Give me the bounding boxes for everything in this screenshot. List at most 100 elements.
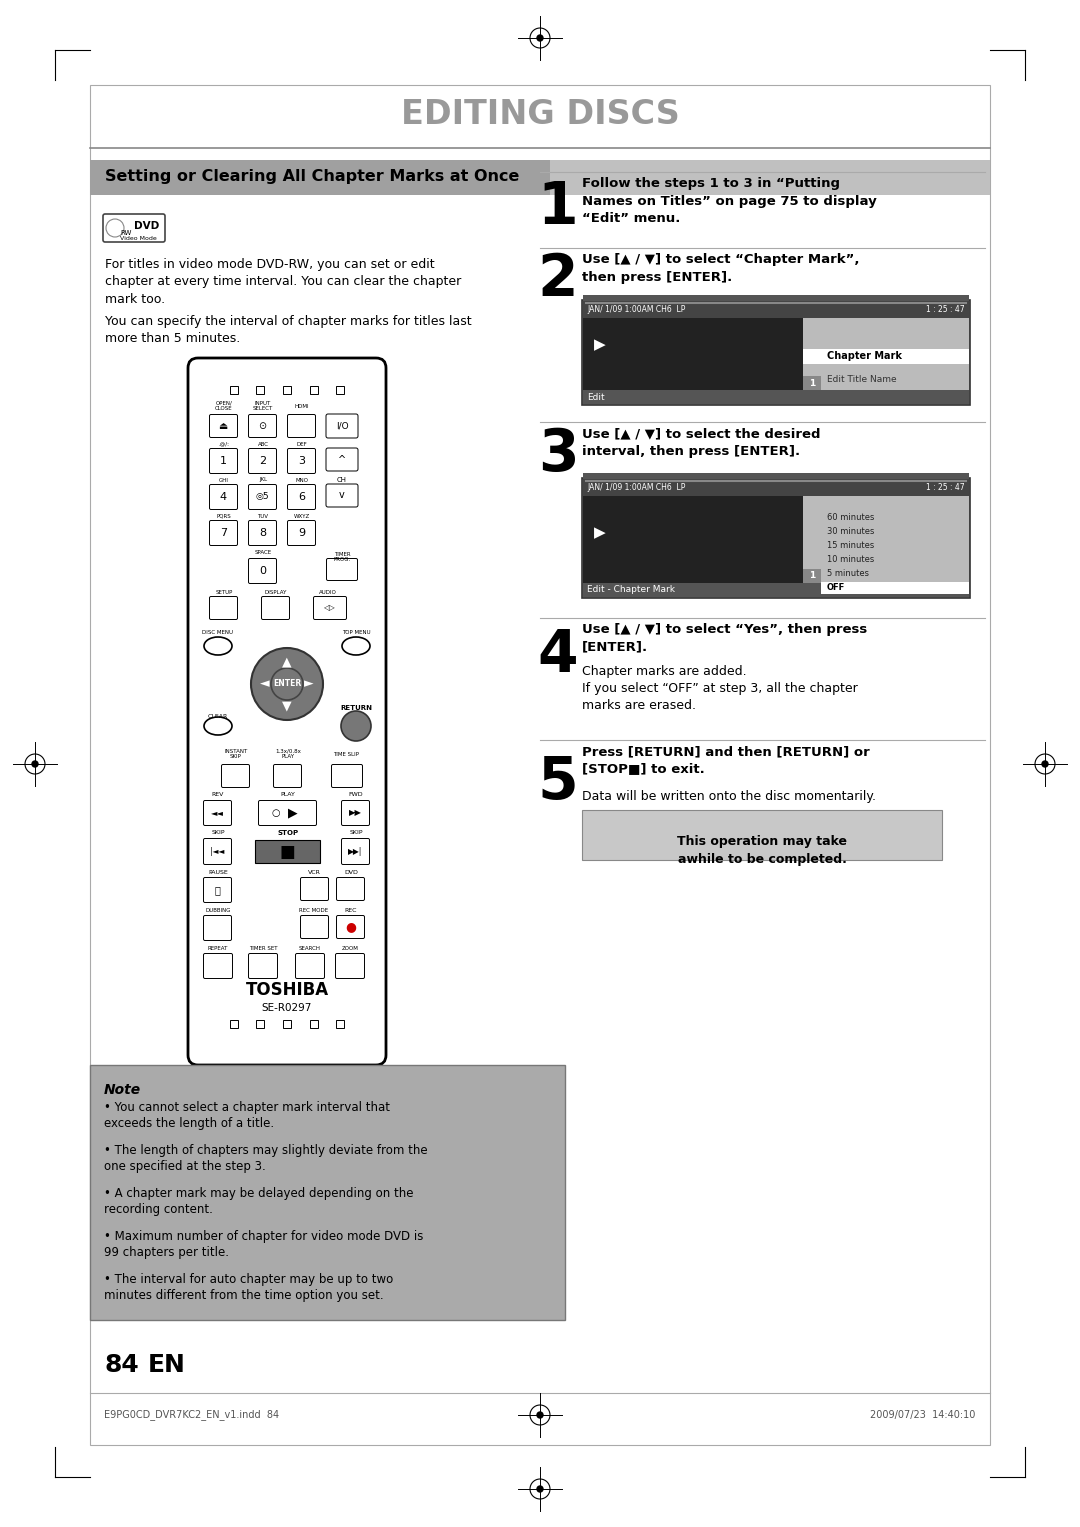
Text: DISC MENU: DISC MENU xyxy=(203,629,233,635)
Text: PAUSE: PAUSE xyxy=(208,869,228,875)
Text: TUV: TUV xyxy=(257,513,269,519)
Bar xyxy=(255,840,320,863)
Text: PQRS: PQRS xyxy=(217,513,231,519)
Text: SETUP: SETUP xyxy=(215,589,232,594)
Text: • Maximum number of chapter for video mode DVD is
99 chapters per title.: • Maximum number of chapter for video mo… xyxy=(104,1231,423,1258)
Text: 84: 84 xyxy=(104,1353,138,1377)
Bar xyxy=(582,809,942,860)
FancyBboxPatch shape xyxy=(210,597,238,620)
Bar xyxy=(583,389,969,405)
Text: Press [RETURN] and then [RETURN] or
[STOP■] to exit.: Press [RETURN] and then [RETURN] or [STO… xyxy=(582,745,869,776)
Text: ENTER: ENTER xyxy=(273,680,301,689)
FancyBboxPatch shape xyxy=(210,521,238,545)
FancyBboxPatch shape xyxy=(210,414,238,438)
Text: ▲: ▲ xyxy=(282,655,292,669)
Text: 30 minutes: 30 minutes xyxy=(827,527,875,536)
FancyBboxPatch shape xyxy=(203,878,231,902)
Text: 2: 2 xyxy=(538,252,578,308)
Text: 1: 1 xyxy=(538,179,578,235)
Text: INPUT
SELECT: INPUT SELECT xyxy=(253,400,273,411)
FancyBboxPatch shape xyxy=(248,559,276,583)
FancyBboxPatch shape xyxy=(188,357,386,1064)
Bar xyxy=(256,1020,265,1028)
Bar xyxy=(90,1064,565,1319)
Text: SEARCH: SEARCH xyxy=(299,945,321,950)
FancyBboxPatch shape xyxy=(326,447,357,470)
FancyBboxPatch shape xyxy=(248,449,276,473)
Text: 1: 1 xyxy=(220,457,227,466)
Text: EDITING DISCS: EDITING DISCS xyxy=(401,99,679,131)
Text: • The length of chapters may slightly deviate from the
one specified at the step: • The length of chapters may slightly de… xyxy=(104,1144,428,1173)
Text: DVD: DVD xyxy=(345,869,357,875)
Circle shape xyxy=(537,1412,543,1419)
FancyBboxPatch shape xyxy=(300,916,328,939)
Text: Chapter marks are added.
If you select “OFF” at step 3, all the chapter
marks ar: Chapter marks are added. If you select “… xyxy=(582,664,858,712)
FancyBboxPatch shape xyxy=(203,838,231,864)
Text: 10 minutes: 10 minutes xyxy=(827,556,874,565)
Text: RW: RW xyxy=(120,231,132,237)
Text: • The interval for auto chapter may be up to two
minutes different from the time: • The interval for auto chapter may be u… xyxy=(104,1274,393,1303)
Text: SKIP: SKIP xyxy=(212,831,225,835)
Bar xyxy=(804,376,821,389)
FancyBboxPatch shape xyxy=(337,916,365,939)
Text: v: v xyxy=(339,490,345,501)
Text: 0: 0 xyxy=(259,567,266,576)
Bar xyxy=(336,1020,345,1028)
Text: 1: 1 xyxy=(809,571,815,580)
Text: REC: REC xyxy=(345,907,357,913)
Text: TIMER SET: TIMER SET xyxy=(248,945,278,950)
Bar xyxy=(90,160,550,195)
Text: RETURN: RETURN xyxy=(340,705,372,712)
FancyBboxPatch shape xyxy=(287,449,315,473)
Text: 1 : 25 : 47: 1 : 25 : 47 xyxy=(927,304,966,313)
Text: 1: 1 xyxy=(809,379,815,388)
Text: ⏸: ⏸ xyxy=(215,886,220,895)
Text: 5 minutes: 5 minutes xyxy=(827,570,869,579)
FancyBboxPatch shape xyxy=(258,800,316,826)
Text: I/O: I/O xyxy=(336,421,349,431)
FancyBboxPatch shape xyxy=(313,597,347,620)
Text: DISPLAY: DISPLAY xyxy=(265,589,287,594)
Text: ⊙: ⊙ xyxy=(258,421,266,431)
Text: Video Mode: Video Mode xyxy=(120,237,157,241)
Text: REC MODE: REC MODE xyxy=(299,907,328,913)
Text: 60 minutes: 60 minutes xyxy=(827,513,875,522)
FancyBboxPatch shape xyxy=(248,484,276,510)
Bar xyxy=(804,318,969,389)
Text: JAN/ 1/09 1:00AM CH6  LP: JAN/ 1/09 1:00AM CH6 LP xyxy=(588,304,686,313)
Circle shape xyxy=(537,1486,543,1492)
Text: ◁▷: ◁▷ xyxy=(324,603,336,612)
Text: FWD: FWD xyxy=(349,793,363,797)
Text: E9PG0CD_DVR7KC2_EN_v1.indd  84: E9PG0CD_DVR7KC2_EN_v1.indd 84 xyxy=(104,1409,279,1420)
Text: Note: Note xyxy=(104,1083,141,1096)
Text: VCR: VCR xyxy=(308,869,321,875)
FancyBboxPatch shape xyxy=(210,484,238,510)
Text: 4: 4 xyxy=(220,492,227,502)
Circle shape xyxy=(341,712,372,741)
Text: 1 : 25 : 47: 1 : 25 : 47 xyxy=(927,483,966,492)
Bar xyxy=(804,350,969,363)
Text: OPEN/
CLOSE: OPEN/ CLOSE xyxy=(215,400,233,411)
Bar xyxy=(583,495,804,583)
Text: OFF: OFF xyxy=(827,583,846,592)
Bar xyxy=(90,86,990,1445)
FancyBboxPatch shape xyxy=(300,878,328,901)
Text: • You cannot select a chapter mark interval that
exceeds the length of a title.: • You cannot select a chapter mark inter… xyxy=(104,1101,390,1130)
FancyBboxPatch shape xyxy=(273,765,301,788)
Text: SPACE: SPACE xyxy=(255,551,271,556)
FancyBboxPatch shape xyxy=(336,953,365,979)
FancyBboxPatch shape xyxy=(326,559,357,580)
Bar xyxy=(582,299,970,405)
Text: CLEAR: CLEAR xyxy=(207,713,228,719)
Text: .@/:: .@/: xyxy=(218,441,229,446)
Text: 5: 5 xyxy=(538,753,579,811)
FancyBboxPatch shape xyxy=(203,800,231,826)
Text: ▶▶: ▶▶ xyxy=(349,808,362,817)
FancyBboxPatch shape xyxy=(203,953,232,979)
Text: Use [▲ / ▼] to select “Yes”, then press
[ENTER].: Use [▲ / ▼] to select “Yes”, then press … xyxy=(582,623,867,654)
Circle shape xyxy=(537,35,543,41)
Text: PLAY: PLAY xyxy=(281,793,296,797)
Text: 8: 8 xyxy=(259,528,266,538)
Text: ▶▶|: ▶▶| xyxy=(349,847,363,857)
Circle shape xyxy=(1042,760,1048,767)
